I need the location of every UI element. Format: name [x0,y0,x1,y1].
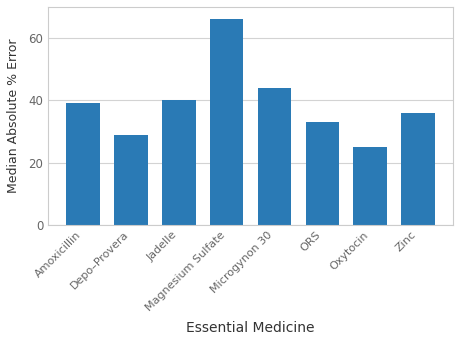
Bar [400,113,434,225]
Bar [66,103,100,225]
Bar [353,147,386,225]
Y-axis label: Median Absolute % Error: Median Absolute % Error [7,39,20,193]
Bar [209,19,243,225]
Bar [305,122,338,225]
Bar [162,100,195,225]
Bar [257,88,291,225]
Bar [114,134,147,225]
X-axis label: Essential Medicine: Essential Medicine [186,321,314,335]
